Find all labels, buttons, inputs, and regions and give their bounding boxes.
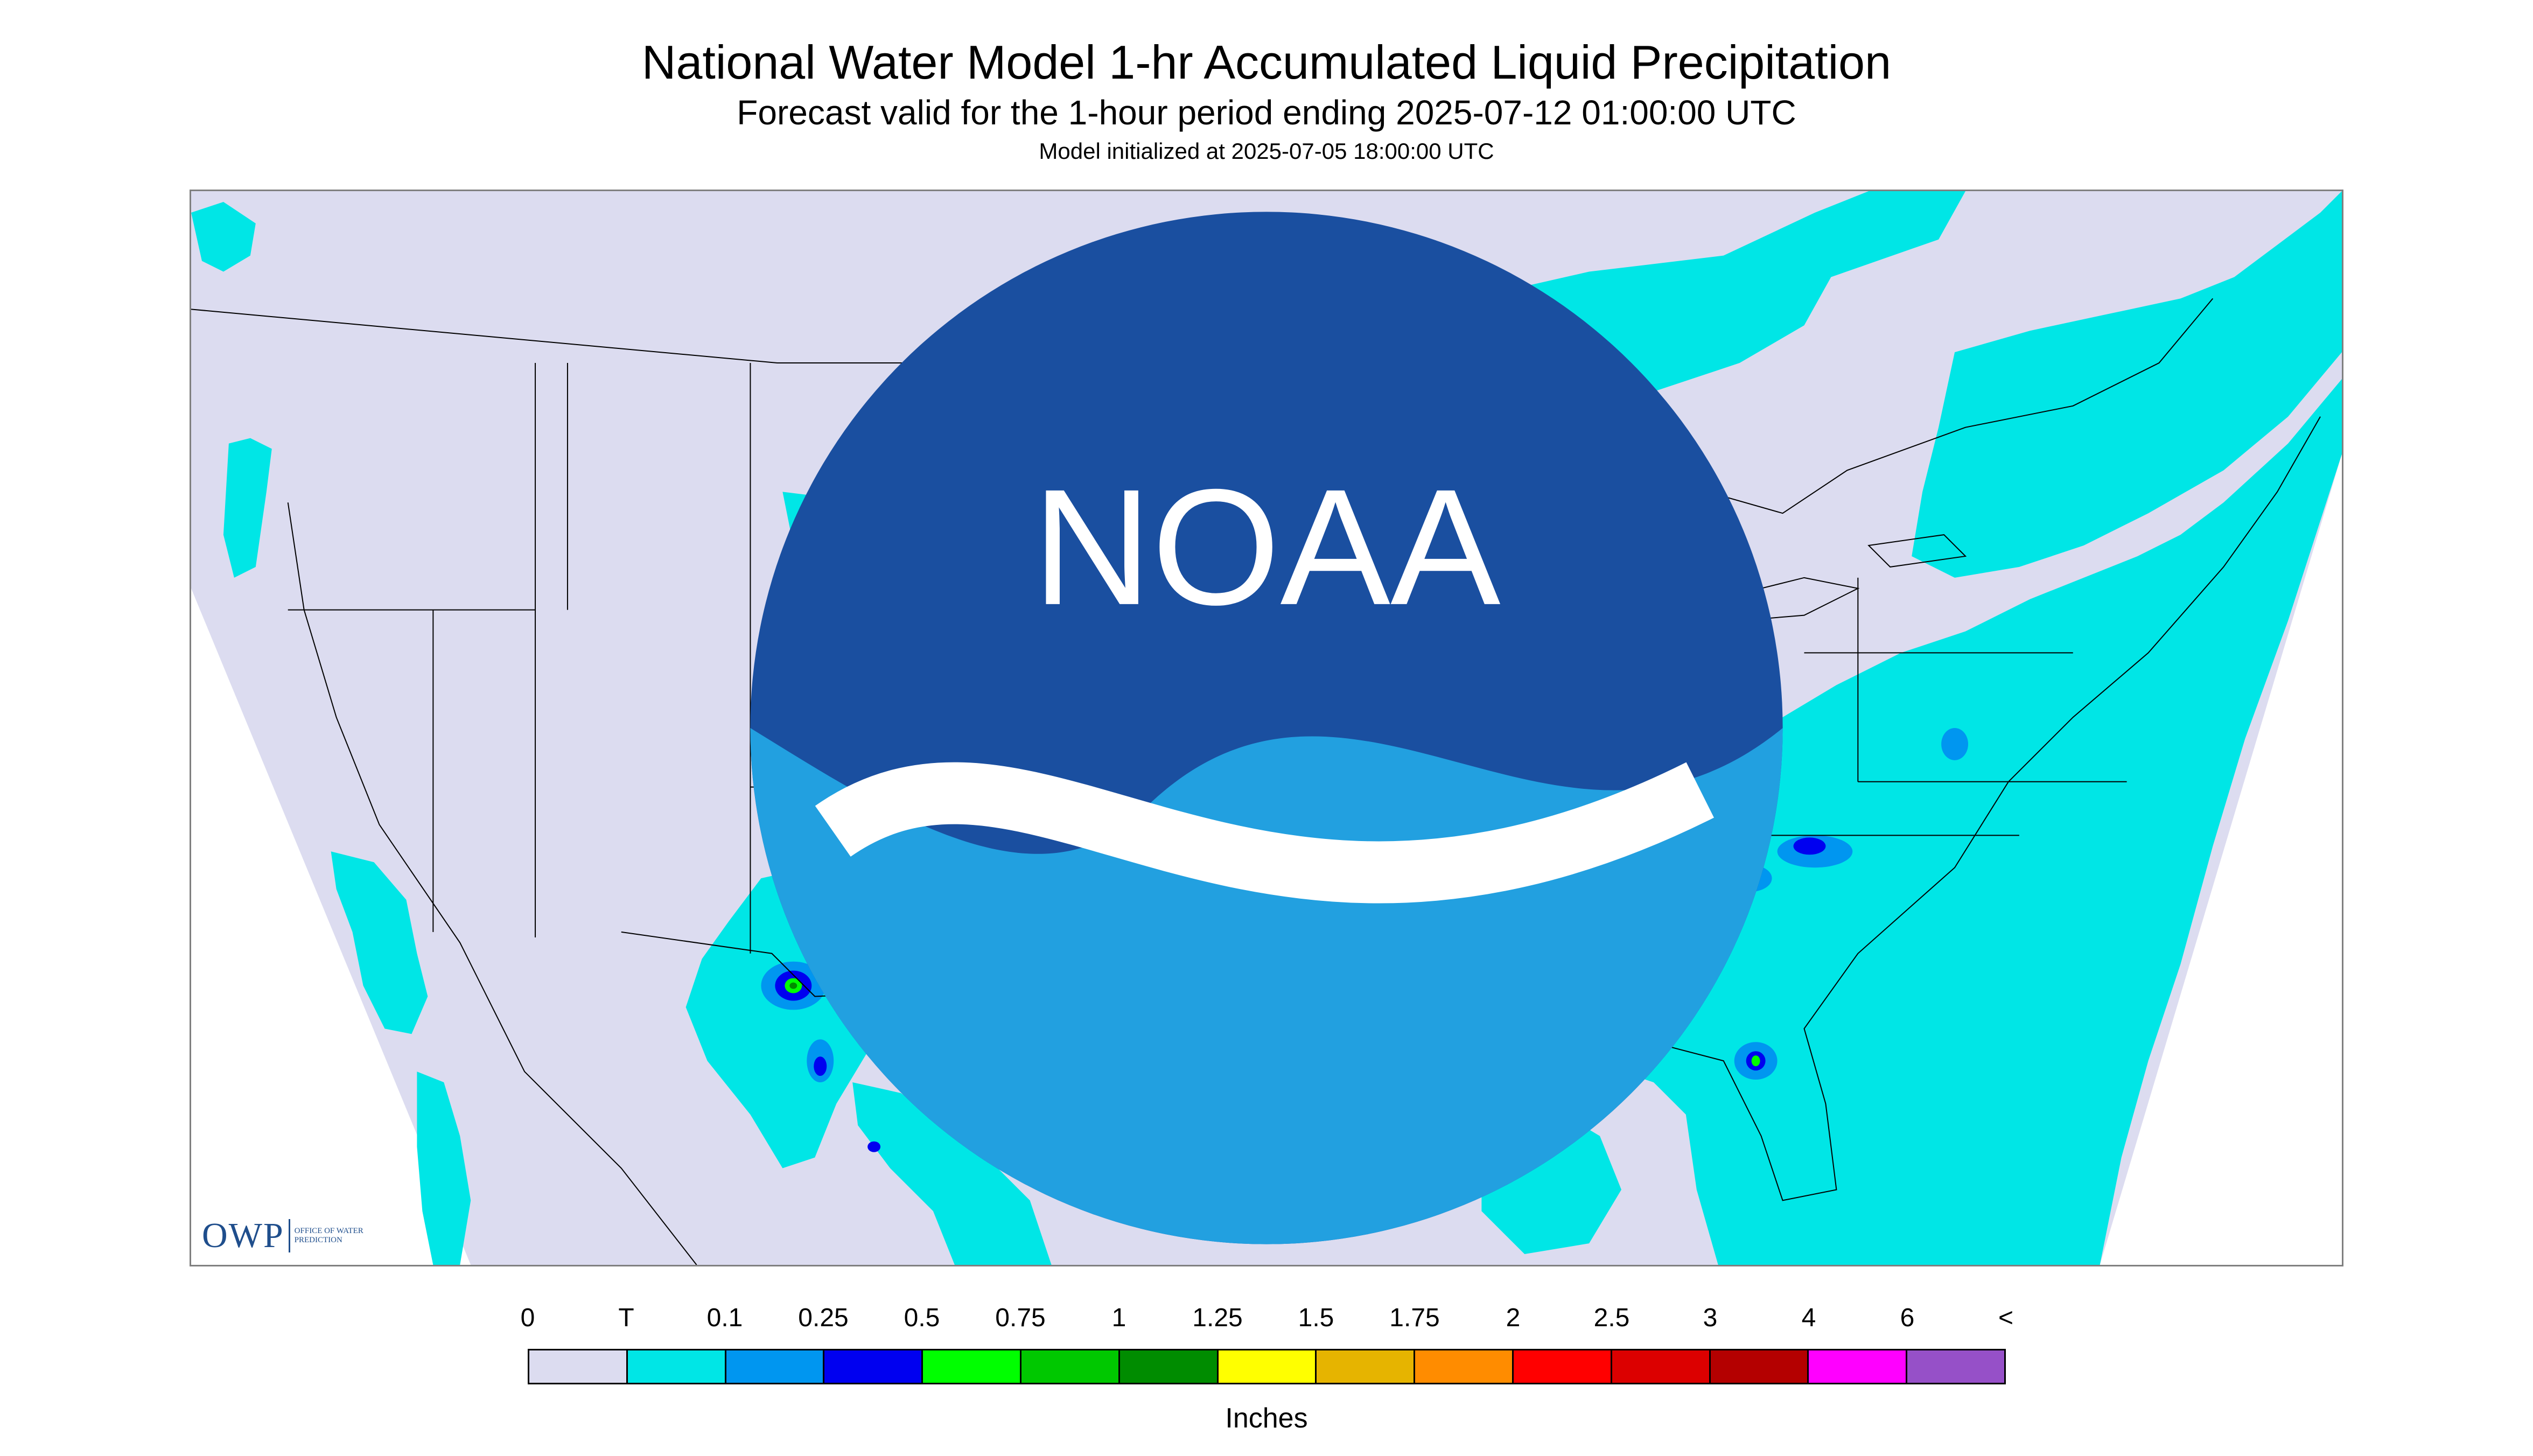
legend-label: < bbox=[1998, 1304, 2014, 1332]
owp-logo-subtext: OFFICE OF WATER PREDICTION bbox=[294, 1227, 363, 1244]
colorbar-cell bbox=[1612, 1350, 1711, 1383]
colorbar-cell bbox=[1317, 1350, 1416, 1383]
map-title: National Water Model 1-hr Accumulated Li… bbox=[641, 36, 1892, 89]
model-init-time: Model initialized at 2025-07-05 18:00:00… bbox=[1039, 138, 1494, 164]
colorbar-cell bbox=[1710, 1350, 1809, 1383]
noaa-logo-text: NOAA bbox=[1032, 455, 1501, 640]
colorbar-cell bbox=[1809, 1350, 1908, 1383]
colorbar-cell bbox=[627, 1350, 726, 1383]
legend-label: 1.75 bbox=[1389, 1304, 1440, 1332]
colorbar-cell bbox=[824, 1350, 923, 1383]
legend-label: 1.5 bbox=[1298, 1304, 1334, 1332]
legend-label: T bbox=[618, 1304, 634, 1332]
colorbar-cell bbox=[1119, 1350, 1219, 1383]
legend-label: 2.5 bbox=[1593, 1304, 1630, 1332]
legend-label: 0.25 bbox=[798, 1304, 849, 1332]
map-subtitle: Forecast valid for the 1-hour period end… bbox=[737, 93, 1796, 132]
legend-labels: 0 T 0.1 0.25 0.5 0.75 1 1.25 1.5 1.75 2 … bbox=[512, 1303, 2019, 1335]
colorbar-cell bbox=[1021, 1350, 1120, 1383]
legend-label: 0.75 bbox=[995, 1304, 1046, 1332]
legend-units: Inches bbox=[1225, 1403, 1308, 1434]
legend-label: 4 bbox=[1801, 1304, 1816, 1332]
colorbar-cell bbox=[1513, 1350, 1612, 1383]
colorbar-cell bbox=[1218, 1350, 1317, 1383]
legend-label: 3 bbox=[1703, 1304, 1718, 1332]
legend-label: 1 bbox=[1111, 1304, 1126, 1332]
legend-label: 6 bbox=[1900, 1304, 1915, 1332]
legend-label: 0.5 bbox=[904, 1304, 940, 1332]
precipitation-map: OWP OFFICE OF WATER PREDICTION NOAA bbox=[190, 190, 2343, 1266]
colorbar-cell bbox=[1415, 1350, 1514, 1383]
legend-label: 1.25 bbox=[1192, 1304, 1243, 1332]
colorbar-cell bbox=[529, 1350, 628, 1383]
legend-label: 2 bbox=[1506, 1304, 1521, 1332]
legend-label: 0 bbox=[520, 1304, 535, 1332]
colorbar-cell bbox=[923, 1350, 1021, 1383]
noaa-logo: NOAA bbox=[750, 212, 1783, 1244]
owp-logo-text: OWP bbox=[202, 1216, 284, 1255]
precipitation-colorbar bbox=[528, 1349, 2006, 1384]
owp-logo-divider bbox=[288, 1219, 290, 1252]
colorbar-cell bbox=[726, 1350, 825, 1383]
legend-label: 0.1 bbox=[706, 1304, 743, 1332]
colorbar-cell bbox=[1907, 1350, 2004, 1383]
owp-logo: OWP OFFICE OF WATER PREDICTION bbox=[202, 1214, 370, 1257]
